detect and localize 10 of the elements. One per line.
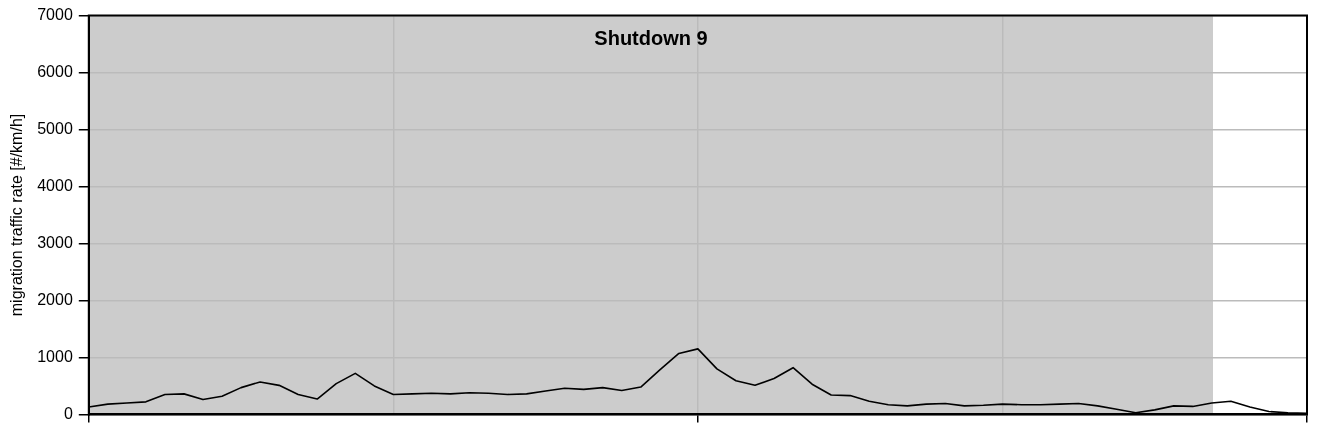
y-tick-label: 4000 [37, 176, 73, 194]
y-tick-label: 6000 [37, 62, 73, 80]
y-tick-label: 0 [63, 404, 73, 422]
y-tick-label: 3000 [37, 233, 73, 251]
annotation: Shutdown 9 [594, 27, 708, 50]
y-tick-label: 1000 [37, 347, 73, 365]
y-axis-title: migration traffic rate [#/km/h] [8, 113, 26, 317]
y-tick-label: 5000 [37, 119, 73, 137]
y-tick-label: 2000 [37, 290, 73, 308]
y-tick-label: 7000 [37, 6, 73, 24]
